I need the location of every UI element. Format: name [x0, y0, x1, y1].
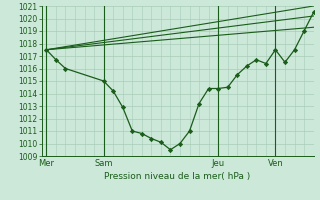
- X-axis label: Pression niveau de la mer( hPa ): Pression niveau de la mer( hPa ): [104, 172, 251, 181]
